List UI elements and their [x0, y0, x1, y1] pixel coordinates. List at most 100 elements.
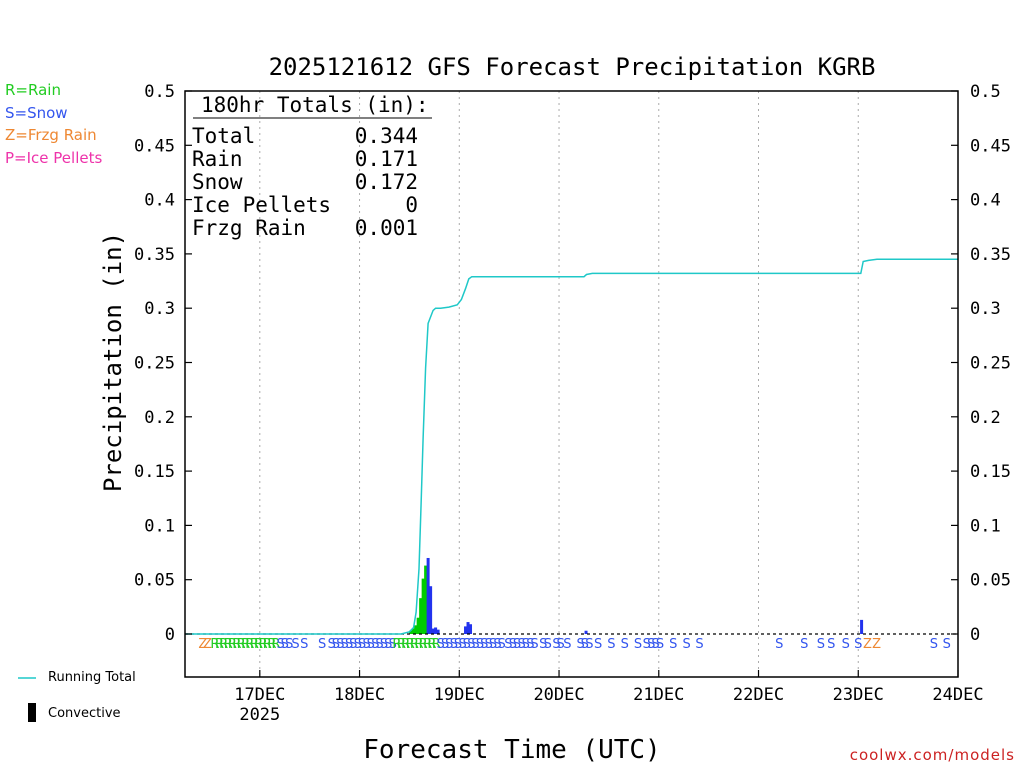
x-tick-label: 22DEC: [733, 685, 784, 705]
ptype-marker: S: [682, 637, 690, 652]
ptype-marker: S: [530, 637, 538, 652]
ptype-marker: S: [318, 637, 326, 652]
ptype-marker: S: [291, 637, 299, 652]
ptype-marker: Z: [863, 637, 872, 652]
ptype-marker: S: [563, 637, 571, 652]
ptype-marker: S: [522, 637, 530, 652]
ptype-marker: R: [263, 637, 272, 652]
rain-bars: [409, 565, 428, 634]
ptype-marker: R: [410, 637, 419, 652]
y-tick-label-left: 0.4: [144, 191, 175, 211]
ptype-marker: S: [467, 637, 475, 652]
y-tick-label-right: 0.2: [970, 408, 1001, 428]
ptype-marker: R: [219, 637, 228, 652]
totals-row-value: 0.001: [355, 216, 418, 240]
ptype-marker: S: [285, 637, 293, 652]
ptype-marker: S: [943, 637, 951, 652]
totals-header: 180hr Totals (in):: [201, 93, 429, 117]
x-axis-label: Forecast Time (UTC): [363, 735, 660, 765]
ptype-marker: Z: [872, 637, 881, 652]
ptype-marker: S: [485, 637, 493, 652]
totals-box: 180hr Totals (in): Total 0.344 Rain 0.171 Sn…: [192, 93, 432, 240]
ptype-marker: R: [254, 637, 263, 652]
ptype-marker: S: [854, 637, 862, 652]
ptype-marker: R: [271, 637, 280, 652]
ptype-marker: S: [281, 637, 289, 652]
ptype-marker: S: [526, 637, 534, 652]
ptype-marker: S: [827, 637, 835, 652]
y-tick-label-right: 0.3: [970, 299, 1001, 319]
x-tick-label: 19DEC: [434, 685, 485, 705]
ptype-marker: S: [445, 637, 453, 652]
legend-running-total-label: Running Total: [48, 670, 136, 685]
x-tick-label: 23DEC: [833, 685, 884, 705]
y-tick-label-left: 0.15: [134, 462, 175, 482]
ptype-marker: S: [621, 637, 629, 652]
ptype-marker: R: [397, 637, 406, 652]
y-tick-label-left: 0: [165, 625, 175, 645]
x-tick-label: 24DEC: [932, 685, 983, 705]
ptype-marker: S: [669, 637, 677, 652]
ptype-marker: R: [259, 637, 268, 652]
site-credit: coolwx.com/models: [849, 746, 1015, 764]
ptype-marker: S: [384, 637, 392, 652]
legend-rain: R=Rain: [5, 81, 61, 99]
snow-bar: [466, 622, 470, 634]
ptype-marker: S: [336, 637, 344, 652]
ptype-marker: S: [454, 637, 462, 652]
totals-row-value: 0.344: [355, 124, 418, 148]
ptype-marker: S: [594, 637, 602, 652]
snow-bar: [434, 627, 438, 634]
y-tick-label-right: 0.05: [970, 571, 1011, 591]
y-tick-label-right: 0.15: [970, 462, 1011, 482]
snow-bars: [426, 557, 864, 634]
snow-bar: [469, 624, 473, 634]
y-tick-label-left: 0.5: [144, 82, 175, 102]
ptype-marker: S: [800, 637, 808, 652]
ptype-marker: S: [354, 637, 362, 652]
ptype-marker: S: [389, 637, 397, 652]
snow-bar: [426, 557, 430, 634]
ptype-marker: S: [375, 637, 383, 652]
y-tick-label-right: 0: [970, 625, 980, 645]
ptype-marker: S: [276, 637, 284, 652]
ptype-marker: R: [392, 637, 401, 652]
running-total-line: [185, 258, 958, 635]
ptype-marker: S: [480, 637, 488, 652]
y-tick-label-left: 0.2: [144, 408, 175, 428]
ptype-marker: R: [427, 637, 436, 652]
snow-bar: [429, 586, 433, 634]
grid-lines: [259, 91, 859, 677]
ptype-marker: S: [332, 637, 340, 652]
totals-row-value: 0: [405, 193, 418, 217]
ptype-marker: R: [215, 637, 224, 652]
y-tick-label-left: 0.1: [144, 516, 175, 536]
chart-title: 2025121612 GFS Forecast Precipitation KG…: [269, 53, 876, 81]
ptype-marker: S: [345, 637, 353, 652]
ptype-marker: S: [539, 637, 547, 652]
ptype-marker: S: [634, 637, 642, 652]
ptype-marker: S: [358, 637, 366, 652]
ptype-marker: R: [423, 637, 432, 652]
ptype-marker: S: [577, 637, 585, 652]
ptype-marker: S: [458, 637, 466, 652]
y-tick-label-right: 0.45: [970, 136, 1011, 156]
ptype-marker: S: [463, 637, 471, 652]
ptype-marker: R: [228, 637, 237, 652]
legend-snow: S=Snow: [5, 104, 68, 122]
totals-row-label: Snow: [192, 170, 243, 194]
ptype-marker: S: [300, 637, 308, 652]
ptype-marker: S: [504, 637, 512, 652]
ptype-marker: S: [441, 637, 449, 652]
legend-frzg-rain: Z=Frzg Rain: [5, 126, 97, 144]
ptype-marker: S: [557, 637, 565, 652]
ptype-marker: R: [241, 637, 250, 652]
ptype-marker: S: [489, 637, 497, 652]
ptype-marker: R: [432, 637, 441, 652]
ptype-marker: Z: [203, 637, 212, 652]
ptype-marker: S: [367, 637, 375, 652]
ptype-marker: S: [647, 637, 655, 652]
ptype-marker: S: [544, 637, 552, 652]
